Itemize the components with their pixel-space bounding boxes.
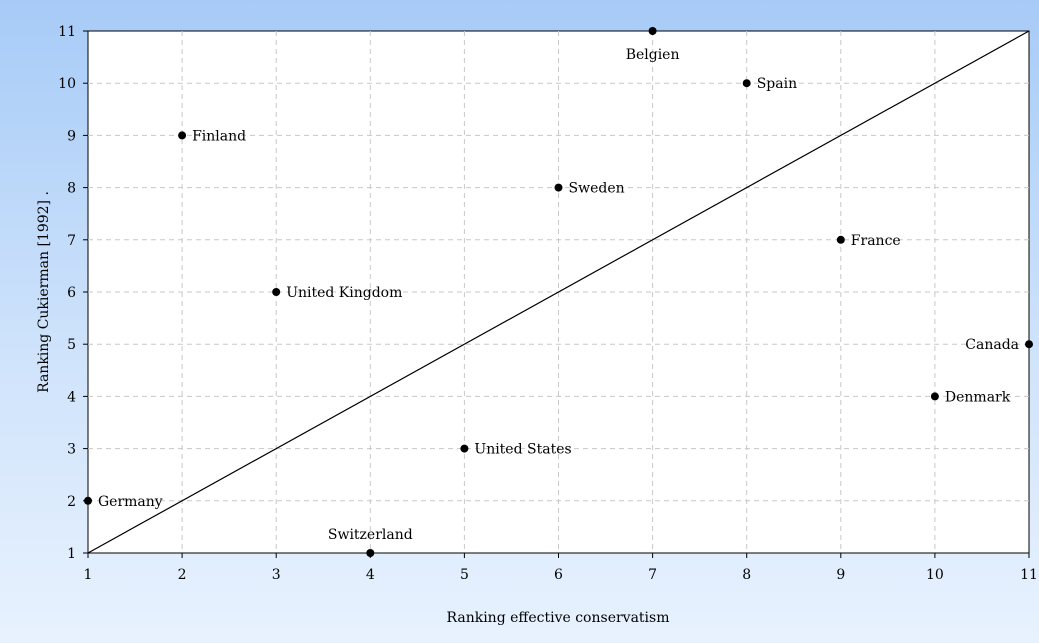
y-tick-label: 6	[67, 285, 76, 301]
y-axis-ticks: 1 2 3 4 5 6 7 8 9 10 11	[58, 24, 88, 562]
data-point	[648, 27, 657, 35]
point-label: Finland	[192, 128, 246, 144]
point-label: United States	[474, 442, 571, 458]
data-point	[366, 549, 375, 557]
point-label: Sweden	[569, 181, 625, 197]
data-point	[460, 444, 469, 453]
point-label: Canada	[965, 337, 1019, 353]
y-tick-label: 7	[67, 233, 76, 249]
data-point	[178, 131, 187, 140]
x-tick-label: 9	[836, 567, 845, 583]
point-label: Switzerland	[328, 527, 413, 543]
data-point	[272, 288, 281, 296]
data-point	[930, 392, 939, 401]
data-point	[836, 235, 845, 244]
point-label: Spain	[757, 76, 797, 92]
x-tick-label: 1	[84, 567, 93, 583]
y-tick-label: 2	[67, 494, 76, 510]
data-point	[742, 79, 751, 88]
y-tick-label: 8	[67, 181, 76, 197]
y-tick-label: 10	[58, 76, 76, 92]
point-label: France	[851, 233, 901, 249]
x-tick-label: 2	[178, 567, 187, 583]
x-tick-label: 11	[1020, 567, 1038, 583]
x-tick-label: 7	[648, 567, 657, 583]
x-tick-label: 6	[554, 567, 563, 583]
reference-diagonal-line	[87, 30, 1030, 554]
x-tick-label: 10	[926, 567, 944, 583]
data-points: Belgien Spain Finland Sweden France United Ki…	[84, 27, 1033, 557]
x-tick-label: 4	[366, 567, 375, 583]
point-label: Belgien	[626, 47, 680, 63]
y-tick-label: 1	[67, 546, 76, 562]
y-tick-label: 9	[67, 128, 76, 144]
point-label: Germany	[98, 494, 163, 510]
y-tick-label: 4	[67, 389, 76, 405]
y-tick-label: 5	[67, 337, 76, 353]
x-tick-label: 8	[742, 567, 751, 583]
y-tick-label: 11	[58, 24, 76, 40]
x-tick-label: 5	[460, 567, 469, 583]
y-tick-label: 3	[67, 442, 76, 458]
y-axis-label: Ranking Cukierman [1992] .	[36, 191, 52, 393]
point-label: Denmark	[945, 389, 1011, 405]
data-point	[554, 183, 563, 192]
point-label: United Kingdom	[286, 285, 402, 301]
x-tick-label: 3	[272, 567, 281, 583]
x-axis-ticks: 1 2 3 4 5 6 7 8 9 10 11	[84, 553, 1038, 583]
data-point	[1025, 340, 1033, 349]
x-axis-label: Ranking effective conservatism	[447, 610, 670, 626]
data-point	[84, 496, 92, 505]
